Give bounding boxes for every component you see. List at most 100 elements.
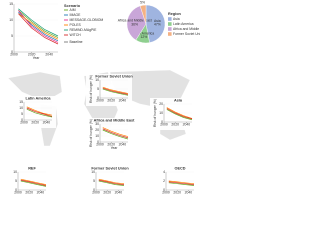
x-tick-label: 2040 bbox=[43, 121, 51, 125]
x-tick-label: 2040 bbox=[119, 143, 127, 147]
x-tick-label: 2000 bbox=[10, 53, 18, 57]
x-tick-label: 2000 bbox=[160, 123, 168, 127]
series-line bbox=[102, 127, 129, 137]
legend-label: REMIND-MAgPIE bbox=[70, 28, 98, 32]
line-chart: Africa and Middle East 0 10 20 30 2000 2020 204… bbox=[86, 118, 135, 150]
series-line bbox=[26, 106, 53, 116]
x-tick-label: 2000 bbox=[14, 191, 22, 195]
y-tick-label: 5 bbox=[15, 179, 17, 183]
y-tick-label: 0 bbox=[97, 140, 99, 144]
panel-background bbox=[0, 0, 62, 60]
panel-title: Latin America bbox=[26, 97, 52, 101]
x-tick-label: 2000 bbox=[96, 143, 104, 147]
panel-title: Former Soviet Union bbox=[91, 167, 129, 171]
series-line bbox=[166, 109, 193, 121]
x-tick-label: 2040 bbox=[37, 191, 45, 195]
x-axis-label: Year bbox=[111, 146, 119, 150]
y-tick-label: 10 bbox=[95, 134, 99, 138]
x-tick-label: 2000 bbox=[92, 191, 100, 195]
series-line bbox=[98, 179, 125, 185]
x-tick-label: 2020 bbox=[173, 191, 181, 195]
legend-title: Region bbox=[168, 12, 182, 16]
y-tick-label: 10 bbox=[13, 170, 17, 174]
y-tick-label: 0 bbox=[15, 188, 17, 192]
x-tick-label: 2020 bbox=[171, 123, 179, 127]
series-line bbox=[102, 87, 129, 95]
y-tick-label: 0 bbox=[11, 50, 13, 54]
series-line bbox=[166, 107, 193, 119]
series-line bbox=[20, 178, 47, 185]
x-tick-label: 2020 bbox=[107, 99, 115, 103]
series-line bbox=[26, 108, 53, 118]
panel-background bbox=[86, 118, 132, 150]
slice-label: Asia bbox=[154, 19, 161, 23]
series-line bbox=[102, 128, 129, 139]
pie-slice bbox=[139, 4, 147, 25]
series-line bbox=[102, 129, 129, 140]
panel-title: Former Soviet Union bbox=[95, 75, 133, 79]
slice-label: Africa and Middle East bbox=[118, 19, 152, 23]
series-line bbox=[20, 179, 47, 186]
page: {"chart_data": [ {"type": "line", "x": [… bbox=[0, 0, 200, 198]
series-line bbox=[168, 180, 195, 185]
series-line bbox=[168, 181, 195, 185]
slice-label: Latin America bbox=[134, 31, 155, 35]
legend-label: POLES bbox=[70, 23, 82, 27]
y-tick-label: 10 bbox=[91, 170, 95, 174]
panel-background bbox=[150, 98, 196, 130]
legend-title: Scenario bbox=[64, 4, 81, 8]
series-line bbox=[166, 108, 193, 120]
series-line bbox=[102, 88, 129, 96]
y-axis-label: Risk of hunger (%) bbox=[89, 119, 93, 147]
legend-label: WITCH bbox=[70, 33, 82, 37]
panel-title: Africa and Middle East bbox=[94, 119, 135, 123]
x-axis-label: Year bbox=[33, 56, 41, 60]
line-chart: Latin America 0 5 10 15 2000 2020 2040 bbox=[10, 96, 56, 128]
x-tick-label: 2020 bbox=[28, 53, 36, 57]
series-line bbox=[98, 180, 125, 186]
x-tick-label: 2040 bbox=[185, 191, 193, 195]
y-tick-label: 2 bbox=[163, 179, 165, 183]
slice-value: 5% bbox=[140, 0, 145, 4]
y-tick-label: 0 bbox=[161, 120, 163, 124]
series-line bbox=[98, 178, 125, 185]
y-tick-label: 30 bbox=[95, 122, 99, 126]
x-tick-label: 2020 bbox=[103, 191, 111, 195]
line-chart: OECD 0 2 4 2000 2020 2040 bbox=[152, 166, 198, 198]
legend-label: Africa and Middle East bbox=[173, 27, 200, 31]
y-tick-label: 20 bbox=[159, 102, 163, 106]
series-line bbox=[20, 180, 47, 187]
legend-label: Asia bbox=[173, 17, 180, 21]
y-tick-label: 5 bbox=[11, 34, 13, 38]
x-tick-label: 2000 bbox=[162, 191, 170, 195]
x-tick-label: 2020 bbox=[25, 191, 33, 195]
x-tick-label: 2040 bbox=[45, 53, 53, 57]
y-axis-label: Risk of hunger (%) bbox=[89, 75, 93, 103]
y-tick-label: 5 bbox=[21, 112, 23, 116]
legend-label: Former Soviet Union bbox=[173, 32, 200, 36]
series-line bbox=[168, 182, 195, 186]
series-line bbox=[18, 10, 59, 38]
series-line bbox=[18, 13, 59, 45]
series-line bbox=[18, 13, 59, 40]
legend-label: Baseline bbox=[70, 40, 83, 44]
legend-label: Latin America bbox=[173, 22, 194, 26]
y-tick-label: 5 bbox=[93, 179, 95, 183]
y-tick-label: 0 bbox=[93, 188, 95, 192]
line-chart: REF 0 5 10 2000 2020 2040 bbox=[4, 166, 50, 198]
slice-value: 47% bbox=[154, 23, 161, 27]
x-tick-label: 2000 bbox=[96, 99, 104, 103]
y-tick-label: 10 bbox=[159, 111, 163, 115]
legend-swatch bbox=[168, 22, 172, 26]
y-tick-label: 0 bbox=[97, 96, 99, 100]
y-axis-label: Risk of hunger (%) bbox=[153, 99, 157, 127]
y-tick-label: 10 bbox=[9, 18, 13, 22]
line-chart: Asia 0 10 20 2000 2020 2040 Risk of hunger (%) bbox=[150, 98, 196, 130]
y-tick-label: 10 bbox=[19, 106, 23, 110]
legend-label: IMAGE bbox=[70, 13, 82, 17]
series-line bbox=[26, 107, 53, 117]
legend-label: AIM bbox=[70, 8, 76, 12]
pie-slice bbox=[126, 5, 147, 41]
